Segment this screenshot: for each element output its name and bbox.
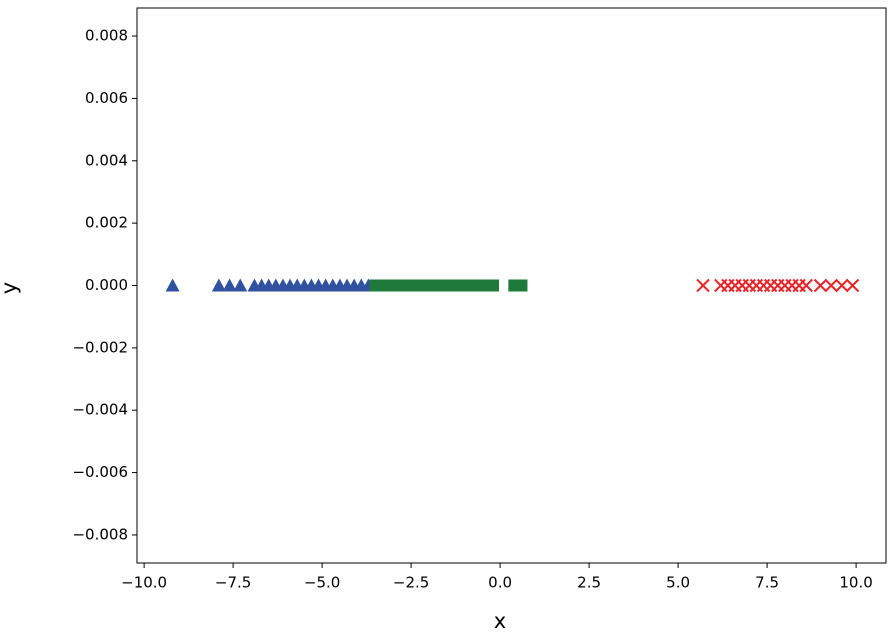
x-tick-label: −5.0	[304, 574, 340, 592]
triangle-point	[211, 278, 226, 292]
y-tick-label: −0.004	[72, 401, 128, 419]
x-tick-label: −10.0	[121, 574, 167, 592]
y-tick-label: 0.002	[85, 214, 128, 232]
x-point	[824, 278, 838, 293]
triangle-point	[165, 278, 180, 292]
y-tick-label: 0.004	[85, 151, 128, 169]
triangle-point	[233, 278, 248, 292]
x-tick-label: 10.0	[839, 574, 872, 592]
y-tick-label: 0.000	[85, 276, 128, 294]
triangle-point	[222, 278, 237, 292]
x-point	[799, 278, 813, 293]
x-tick-label: 0.0	[488, 574, 512, 592]
x-point	[835, 278, 849, 293]
x-axis-label: x	[494, 609, 506, 632]
y-tick-label: −0.002	[72, 338, 128, 356]
x-point	[845, 278, 860, 293]
x-tick-label: −7.5	[215, 574, 251, 592]
x-point	[813, 278, 828, 293]
y-axis-label: y	[0, 282, 21, 294]
square-point	[486, 279, 499, 292]
square-point	[376, 279, 389, 292]
x-tick-label: 7.5	[755, 574, 779, 592]
y-tick-label: 0.006	[85, 89, 128, 107]
x-point	[696, 278, 710, 293]
x-tick-label: 5.0	[666, 574, 690, 592]
y-tick-label: −0.008	[72, 525, 128, 543]
y-tick-label: 0.008	[85, 27, 128, 45]
plot-frame	[136, 7, 887, 564]
square-point	[515, 279, 528, 292]
y-tick-label: −0.006	[72, 463, 128, 481]
x-tick-label: −2.5	[393, 574, 429, 592]
x-tick-label: 2.5	[577, 574, 601, 592]
